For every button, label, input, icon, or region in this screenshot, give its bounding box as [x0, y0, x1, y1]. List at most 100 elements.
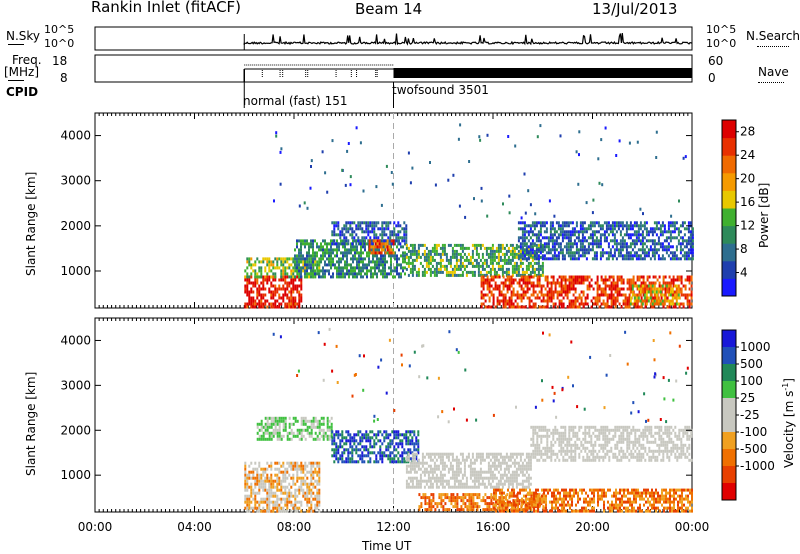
- power-cell: [635, 302, 638, 306]
- power-cell: [491, 267, 494, 271]
- power-cell: [264, 266, 267, 270]
- velocity-cell: [405, 439, 408, 443]
- velocity-cell: [272, 506, 275, 510]
- power-scatter: [347, 142, 350, 145]
- power-cell: [524, 275, 527, 279]
- power-cell: [585, 230, 588, 234]
- power-cell: [637, 224, 640, 228]
- velocity-cell: [310, 431, 313, 435]
- power-cell: [521, 233, 524, 237]
- power-cell: [664, 287, 667, 291]
- power-cell: [246, 275, 249, 279]
- power-cell: [639, 287, 642, 291]
- velocity-cell: [405, 485, 408, 489]
- power-cell: [404, 257, 406, 261]
- power-cell: [589, 242, 592, 246]
- power-cell: [682, 305, 685, 309]
- velocity-cell: [262, 500, 265, 504]
- velocity-cell: [252, 509, 255, 513]
- power-cell: [278, 302, 281, 306]
- power-cell: [306, 257, 308, 261]
- power-cell: [380, 263, 382, 267]
- power-cell: [337, 233, 340, 237]
- power-scatter: [447, 178, 450, 182]
- power-cell: [583, 221, 586, 225]
- power-cell: [522, 287, 525, 291]
- power-cell: [475, 243, 478, 247]
- power-cell: [392, 242, 395, 246]
- velocity-cell: [314, 494, 317, 498]
- power-cell: [552, 302, 555, 306]
- velocity-cell: [435, 485, 438, 489]
- power-cell: [643, 254, 646, 258]
- power-cell: [455, 252, 458, 256]
- power-cell: [378, 251, 381, 255]
- power-cell: [629, 299, 632, 303]
- power-cell: [571, 242, 574, 246]
- power-cell: [597, 239, 600, 243]
- power-cell: [553, 254, 556, 258]
- velocity-cell: [314, 503, 317, 507]
- power-cell: [519, 227, 522, 231]
- power-cell: [336, 251, 338, 255]
- power-cell: [561, 248, 564, 252]
- velocity-cell: [312, 461, 315, 465]
- velocity-cell: [369, 442, 372, 446]
- power-cell: [504, 302, 507, 306]
- power-cell: [366, 272, 368, 276]
- velocity-cell: [308, 497, 311, 501]
- power-cell: [683, 245, 686, 249]
- power-cell: [625, 224, 628, 228]
- velocity-cell: [341, 439, 344, 443]
- power-cell: [622, 287, 625, 291]
- velocity-cell: [304, 437, 307, 441]
- power-cell: [614, 284, 617, 288]
- power-cell: [290, 302, 293, 306]
- power-cell: [306, 251, 308, 255]
- power-cell: [341, 242, 344, 246]
- power-cell: [571, 251, 574, 255]
- power-cell: [574, 299, 577, 303]
- velocity-cell: [419, 473, 422, 477]
- velocity-cell: [415, 442, 418, 446]
- power-cell: [491, 261, 494, 265]
- power-cell: [258, 293, 261, 297]
- power-cell: [306, 269, 308, 273]
- power-cell: [411, 261, 414, 265]
- power-cell: [655, 296, 658, 300]
- power-cell: [525, 252, 528, 256]
- velocity-cell: [318, 431, 321, 435]
- power-cell: [631, 284, 634, 288]
- velocity-cell: [252, 491, 255, 495]
- power-cell: [540, 284, 543, 288]
- velocity-cell: [284, 503, 287, 507]
- velocity-cell: [359, 439, 362, 443]
- velocity-cell: [266, 422, 269, 426]
- velocity-cell: [347, 454, 350, 458]
- power-cell: [335, 242, 338, 246]
- power-cell: [567, 251, 570, 255]
- power-cell: [481, 261, 484, 265]
- velocity-cell: [333, 433, 336, 437]
- power-cell: [625, 242, 628, 246]
- power-cell: [548, 290, 551, 294]
- power-cell: [634, 281, 637, 285]
- power-cell: [538, 305, 541, 309]
- power-cell: [499, 258, 502, 262]
- power-cell: [502, 305, 505, 309]
- power-cell: [312, 245, 314, 249]
- power-cell: [568, 275, 571, 279]
- power-cell: [318, 269, 320, 273]
- velocity-cell: [357, 433, 360, 437]
- power-cell: [371, 230, 374, 234]
- power-cell: [334, 242, 336, 246]
- power-cell: [675, 284, 678, 288]
- power-cell: [657, 236, 660, 240]
- velocity-cell: [365, 454, 368, 458]
- power-cell: [582, 275, 585, 279]
- power-scatter: [539, 124, 542, 128]
- velocity-cell: [284, 485, 287, 489]
- power-cell: [623, 245, 626, 249]
- power-cell: [554, 284, 557, 288]
- velocity-cell: [298, 431, 301, 435]
